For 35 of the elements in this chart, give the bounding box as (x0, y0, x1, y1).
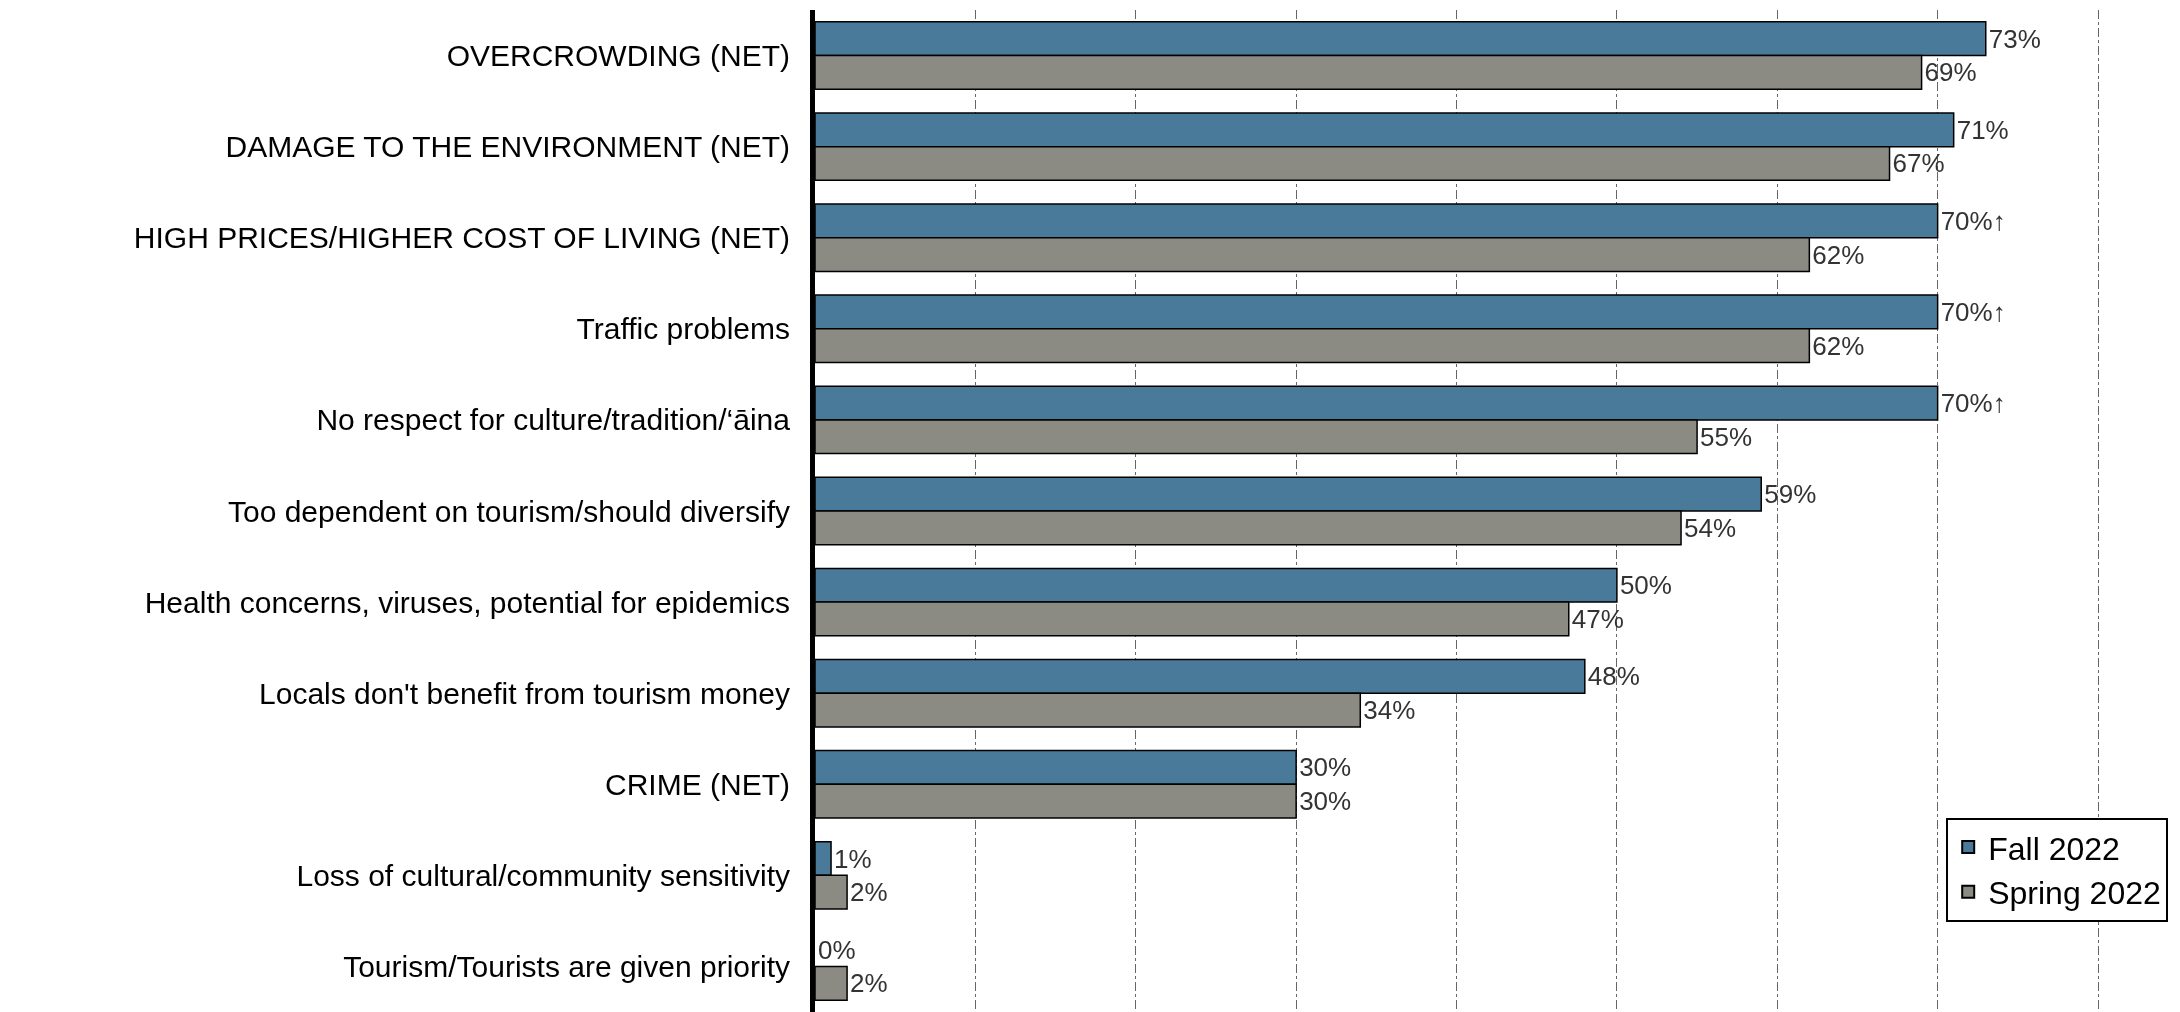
y-tick-label: DAMAGE TO THE ENVIRONMENT (NET) (225, 130, 790, 164)
y-tick-label: HIGH PRICES/HIGHER COST OF LIVING (NET) (133, 221, 790, 255)
data-label: 54% (1684, 512, 1737, 543)
data-label: 73% (1988, 23, 2041, 54)
data-label: 47% (1571, 603, 1624, 634)
data-label: 30% (1299, 752, 1352, 783)
y-tick-label: Loss of cultural/community sensitivity (296, 858, 790, 892)
data-label: 55% (1700, 421, 1753, 452)
y-tick-label: Too dependent on tourism/should diversify (227, 494, 790, 528)
data-label: 69% (1924, 57, 1977, 88)
data-label: 67% (1892, 148, 1945, 179)
data-label: 50% (1619, 570, 1672, 601)
data-label: 1% (834, 843, 872, 874)
data-label: 0% (818, 934, 856, 965)
y-tick-label: Locals don't benefit from tourism money (259, 676, 790, 710)
data-label: 2% (850, 968, 888, 999)
data-label: 48% (1587, 661, 1640, 692)
data-label: 62% (1812, 239, 1865, 270)
data-label: 59% (1764, 479, 1817, 510)
data-label: 70%↑ (1940, 296, 2006, 327)
data-label: 34% (1363, 695, 1416, 726)
data-label: 70%↑ (1940, 205, 2006, 236)
legend-label: Fall 2022 (1988, 830, 2120, 867)
y-tick-label: Traffic problems (576, 312, 790, 346)
y-tick-label: OVERCROWDING (NET) (446, 39, 790, 73)
legend-label: Spring 2022 (1988, 875, 2161, 912)
data-label: 71% (1956, 114, 2009, 145)
data-label: 2% (850, 877, 888, 908)
data-label: 70%↑ (1940, 388, 2006, 419)
y-tick-label: No respect for culture/tradition/‘āina (316, 403, 791, 437)
y-tick-label: CRIME (NET) (605, 767, 790, 801)
data-label: 62% (1812, 330, 1865, 361)
y-tick-label: Health concerns, viruses, potential for epidemics (144, 585, 790, 619)
y-tick-label: Tourism/Tourists are given priority (343, 949, 790, 983)
data-label: 30% (1299, 786, 1352, 817)
